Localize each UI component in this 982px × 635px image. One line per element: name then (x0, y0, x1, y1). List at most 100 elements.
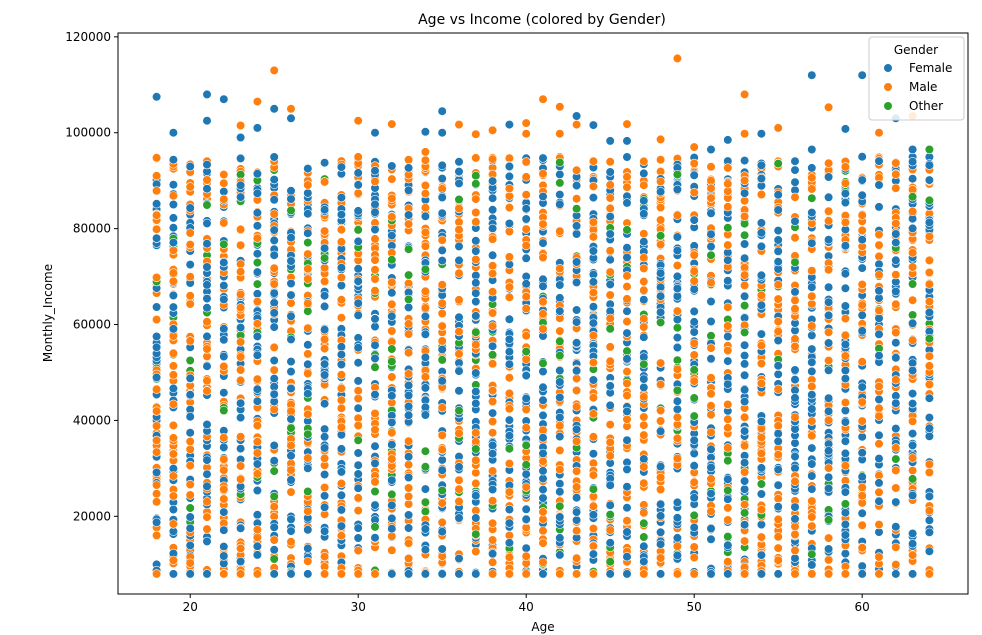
data-point (672, 404, 683, 414)
data-point (236, 289, 246, 300)
data-point (571, 424, 582, 434)
data-point (303, 274, 313, 284)
data-point (907, 206, 918, 216)
data-point (252, 319, 262, 329)
data-point (152, 406, 162, 416)
data-point (269, 342, 279, 353)
data-point (387, 545, 397, 555)
data-point (387, 288, 397, 298)
data-point (168, 555, 178, 565)
data-point (488, 535, 498, 545)
data-point (202, 294, 212, 304)
data-point (387, 372, 397, 382)
data-point (303, 463, 313, 473)
data-point (706, 427, 716, 437)
data-point (387, 161, 397, 171)
data-point (891, 229, 901, 239)
data-point (269, 288, 279, 298)
data-point (538, 474, 548, 484)
data-point (303, 349, 313, 359)
data-point (639, 374, 649, 384)
data-point (639, 168, 649, 178)
data-point (823, 555, 834, 565)
data-point (269, 535, 279, 545)
data-point (807, 266, 817, 276)
data-point (471, 171, 481, 181)
data-point (236, 413, 246, 423)
data-point (471, 513, 481, 523)
data-point (555, 199, 565, 209)
data-point (353, 116, 363, 126)
data-point (185, 161, 195, 172)
data-point (168, 302, 178, 312)
data-point (202, 239, 212, 249)
data-point (286, 451, 296, 461)
data-point (219, 569, 229, 579)
data-point (689, 522, 699, 533)
data-point (706, 144, 716, 155)
data-point (454, 204, 464, 214)
data-point (907, 528, 918, 539)
data-point (857, 210, 867, 220)
data-point (723, 456, 733, 466)
data-point (454, 569, 464, 579)
data-point (454, 496, 464, 507)
data-point (723, 179, 733, 189)
data-point (622, 182, 632, 192)
data-point (437, 256, 447, 266)
data-point (420, 264, 431, 274)
data-point (689, 158, 699, 168)
data-point (924, 160, 935, 170)
data-point (924, 232, 935, 242)
data-point (807, 560, 817, 570)
data-point (773, 235, 783, 245)
data-point (739, 188, 750, 198)
data-point (756, 358, 767, 369)
data-point (773, 436, 783, 446)
data-point (488, 341, 498, 351)
data-point (823, 446, 834, 456)
data-point (807, 144, 817, 155)
data-point (756, 329, 767, 339)
data-point (924, 279, 935, 289)
data-point (353, 533, 363, 543)
data-point (488, 269, 498, 279)
data-point (320, 243, 330, 253)
data-point (353, 343, 363, 353)
data-point (773, 205, 783, 215)
data-point (773, 335, 783, 346)
data-point (672, 453, 683, 464)
data-point (622, 346, 632, 356)
data-point (404, 483, 414, 493)
data-point (639, 209, 649, 219)
data-point (823, 365, 834, 375)
data-point (336, 313, 347, 323)
data-point (672, 541, 683, 551)
data-point (488, 496, 498, 506)
data-point (840, 283, 851, 293)
data-point (336, 295, 347, 305)
data-point (185, 272, 195, 282)
data-point (924, 459, 935, 469)
data-point (370, 265, 380, 275)
data-point (185, 428, 195, 438)
data-point (773, 465, 783, 475)
data-point (622, 225, 632, 235)
data-point (236, 267, 246, 277)
data-point (588, 331, 599, 341)
data-point (185, 523, 195, 533)
data-point (303, 306, 313, 316)
data-point (605, 267, 615, 277)
data-point (404, 244, 414, 254)
data-point (219, 465, 229, 475)
data-point (571, 366, 582, 376)
data-point (269, 195, 279, 205)
data-point (739, 351, 750, 361)
data-point (605, 451, 615, 461)
data-point (723, 240, 733, 250)
data-point (404, 452, 414, 462)
data-point (437, 160, 447, 170)
data-point (236, 132, 246, 143)
data-point (891, 569, 901, 579)
data-point (437, 280, 447, 290)
